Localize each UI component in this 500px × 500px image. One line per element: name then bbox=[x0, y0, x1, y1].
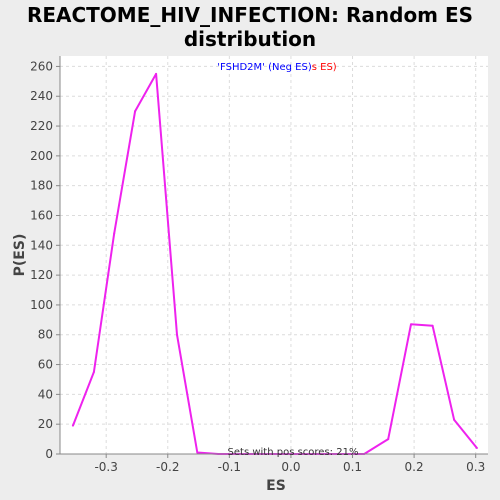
chart-title-line-1: REACTOME_HIV_INFECTION: Random ES bbox=[27, 3, 473, 27]
chart-title-line-2: distribution bbox=[184, 27, 316, 51]
y-axis-label: P(ES) bbox=[12, 234, 28, 277]
x-axis-label: ES bbox=[266, 478, 286, 494]
data-point bbox=[92, 371, 95, 374]
y-tick-label: 220 bbox=[30, 119, 53, 133]
x-tick-label: -0.2 bbox=[156, 460, 179, 474]
data-point bbox=[196, 451, 199, 454]
y-tick-label: 80 bbox=[38, 328, 53, 342]
y-tick-label: 20 bbox=[38, 417, 53, 431]
data-point bbox=[431, 324, 434, 327]
y-tick-label: 100 bbox=[30, 298, 53, 312]
y-tick-label: 40 bbox=[38, 387, 53, 401]
data-point bbox=[71, 424, 74, 427]
legend-gene-prefix: 'FSHD2M' ( bbox=[217, 62, 272, 73]
y-tick-label: 180 bbox=[30, 179, 53, 193]
grid-lines bbox=[60, 56, 488, 455]
legend-neg-es: Neg ES bbox=[272, 62, 308, 73]
data-point bbox=[453, 418, 456, 421]
y-tick-label: 120 bbox=[30, 268, 53, 282]
x-tick-label: 0.0 bbox=[281, 460, 300, 474]
data-point bbox=[176, 333, 179, 336]
y-tick-label: 240 bbox=[30, 89, 53, 103]
data-point bbox=[155, 72, 158, 75]
legend-paren: ) bbox=[308, 62, 312, 73]
data-point bbox=[113, 232, 116, 235]
x-tick-label: 0.2 bbox=[405, 460, 424, 474]
y-tick-label: 0 bbox=[45, 447, 53, 461]
y-tick-label: 160 bbox=[30, 208, 53, 222]
pos-scores-annotation: Sets with pos scores: 21% bbox=[228, 447, 359, 458]
x-axis-ticks: -0.3 -0.2 -0.1 0.0 0.1 0.2 0.3 bbox=[94, 454, 485, 474]
data-point bbox=[475, 447, 478, 450]
plot-area bbox=[60, 56, 488, 454]
y-tick-label: 260 bbox=[30, 59, 53, 73]
legend-annotation: 'FSHD2M' (Neg ES)s ES) bbox=[217, 62, 337, 73]
data-point bbox=[387, 438, 390, 441]
x-tick-label: -0.3 bbox=[94, 460, 117, 474]
y-axis-ticks: 0 20 40 60 80 100 120 140 160 180 200 220 240 260 bbox=[30, 59, 60, 461]
x-tick-label: 0.3 bbox=[466, 460, 485, 474]
y-tick-label: 200 bbox=[30, 149, 53, 163]
y-tick-label: 60 bbox=[38, 358, 53, 372]
legend-pos-es: s ES) bbox=[312, 62, 337, 73]
y-tick-label: 140 bbox=[30, 238, 53, 252]
data-point bbox=[134, 110, 137, 113]
data-point bbox=[410, 323, 413, 326]
x-tick-label: 0.1 bbox=[343, 460, 362, 474]
x-tick-label: -0.1 bbox=[218, 460, 241, 474]
